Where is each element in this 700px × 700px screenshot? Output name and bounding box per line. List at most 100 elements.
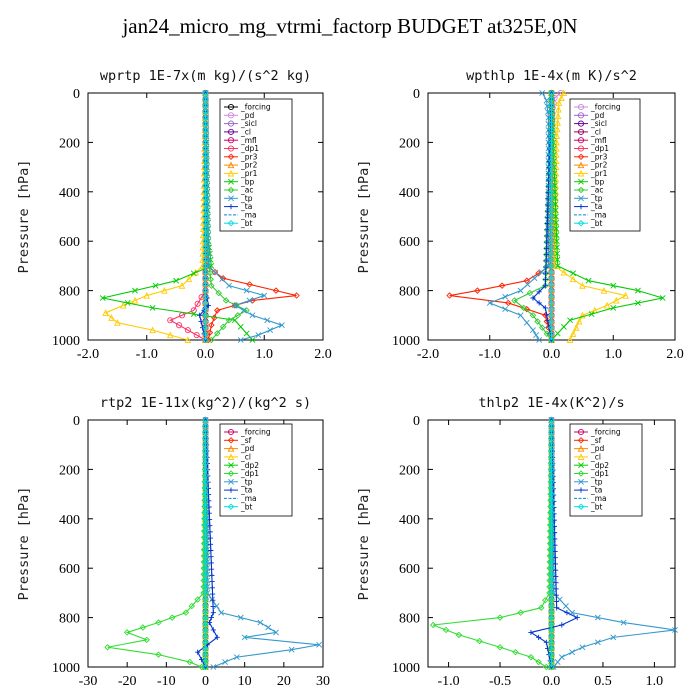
legend-label: _tp	[240, 477, 253, 486]
data-point	[548, 281, 555, 288]
legend-marker	[577, 470, 585, 477]
legend-label: _ta	[240, 202, 252, 211]
legend-marker	[227, 453, 235, 460]
legend-marker	[227, 120, 235, 127]
data-point	[543, 97, 550, 104]
data-point	[184, 327, 191, 334]
legend-marker	[227, 428, 235, 436]
data-point	[202, 534, 209, 541]
x-tick-label: 0.0	[543, 347, 561, 362]
data-point	[523, 305, 531, 313]
y-tick-label: 800	[59, 285, 80, 300]
data-point	[208, 321, 215, 329]
data-point	[548, 151, 555, 158]
data-point	[548, 651, 555, 658]
data-point	[543, 264, 549, 270]
data-point	[219, 275, 227, 282]
data-point	[659, 295, 666, 301]
data-point	[672, 627, 678, 633]
data-point	[594, 614, 601, 621]
data-point	[535, 658, 542, 666]
data-point	[123, 629, 131, 636]
data-point	[202, 540, 209, 547]
data-point	[553, 144, 560, 152]
panel-rtp2: rtp2 1E-11x(kg^2)/(kg^2 s) Pressure [hPa]…	[16, 395, 330, 689]
series-line	[107, 419, 207, 668]
data-point	[225, 317, 233, 324]
data-point	[530, 295, 536, 301]
data-point	[202, 602, 209, 609]
x-tick-label: 2.0	[314, 347, 332, 362]
data-point	[548, 441, 555, 448]
data-point	[149, 326, 156, 334]
data-point	[600, 286, 608, 294]
data-point	[202, 324, 209, 331]
data-point	[207, 535, 213, 541]
legend-label: _mfl	[240, 136, 257, 145]
legend-label: _bp	[240, 177, 255, 186]
data-point	[210, 610, 216, 616]
legend-label: _tp	[240, 194, 253, 203]
data-point	[517, 609, 524, 616]
data-point	[185, 275, 193, 283]
data-point	[246, 297, 253, 304]
data-point	[548, 608, 555, 615]
legend-marker	[577, 103, 585, 111]
data-point	[613, 296, 620, 304]
data-point	[155, 619, 162, 626]
data-point	[202, 102, 209, 109]
data-point	[234, 312, 242, 319]
legend-label: _pd	[240, 111, 255, 120]
data-point	[548, 244, 555, 251]
data-point	[202, 225, 209, 233]
data-point	[548, 595, 555, 603]
legend-marker	[578, 487, 584, 493]
data-point	[195, 649, 201, 655]
figure-title: jan24_micro_mg_vtrmi_factorp BUDGET at32…	[122, 14, 578, 38]
data-point	[202, 564, 209, 572]
data-point	[542, 597, 549, 604]
data-point	[202, 651, 209, 658]
data-point	[536, 300, 542, 306]
data-point	[511, 297, 518, 304]
data-point	[255, 332, 262, 338]
legend-label: _tp	[590, 194, 603, 203]
legend-label: _ma	[590, 211, 607, 220]
data-point	[210, 597, 216, 603]
legend-marker	[577, 145, 585, 152]
x-tick-label: -0.5	[489, 674, 511, 689]
y-tick-label: 600	[59, 235, 80, 250]
data-point	[553, 586, 559, 592]
data-point	[104, 644, 111, 651]
legend-marker	[227, 161, 235, 169]
legend-marker	[227, 112, 235, 119]
data-point	[222, 659, 229, 665]
data-point	[548, 515, 555, 523]
data-point	[548, 219, 555, 226]
data-point	[552, 548, 558, 555]
data-point	[190, 307, 197, 314]
data-point	[143, 636, 150, 644]
data-point	[548, 478, 555, 485]
data-point	[548, 509, 555, 516]
data-point	[548, 466, 555, 473]
data-point	[548, 540, 555, 547]
data-point	[610, 634, 617, 641]
data-point	[210, 627, 216, 633]
data-point	[569, 275, 577, 283]
legend-marker	[577, 112, 585, 119]
data-point	[543, 663, 550, 671]
x-tick-label: 0.0	[543, 674, 561, 689]
data-point	[552, 195, 559, 201]
legend-label: _tp	[590, 477, 603, 486]
data-point	[548, 102, 555, 109]
data-point	[202, 95, 209, 103]
data-point	[530, 327, 536, 334]
legend-marker	[228, 478, 234, 485]
data-point	[548, 453, 555, 461]
legend-label: _ac	[590, 186, 603, 195]
legend-label: _ma	[240, 494, 257, 503]
legend-marker	[227, 137, 235, 144]
data-point	[552, 207, 559, 214]
data-point	[264, 317, 271, 324]
